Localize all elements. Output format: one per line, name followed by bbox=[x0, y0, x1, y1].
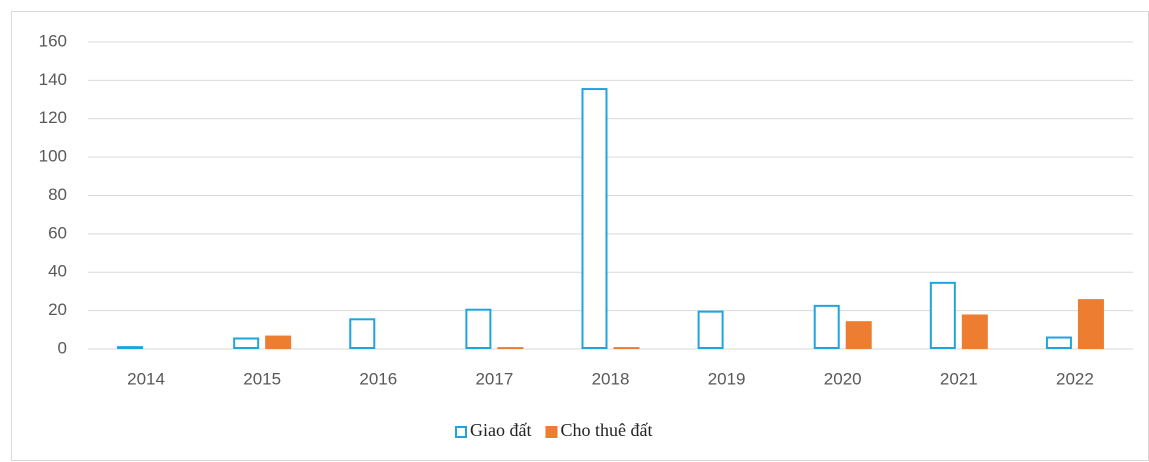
bar bbox=[613, 347, 640, 349]
y-tick-label: 120 bbox=[39, 108, 67, 127]
chart-border bbox=[11, 11, 1149, 461]
y-tick-label: 160 bbox=[39, 31, 67, 50]
x-tick-label: 2016 bbox=[359, 369, 397, 388]
x-tick-label: 2018 bbox=[592, 369, 630, 388]
bar bbox=[581, 88, 608, 350]
bar bbox=[1077, 299, 1104, 349]
legend-label: Giao đất bbox=[470, 420, 531, 440]
bar bbox=[117, 346, 144, 350]
bar bbox=[929, 281, 956, 349]
y-tick-label: 0 bbox=[58, 338, 67, 357]
bar bbox=[233, 337, 260, 349]
x-tick-label: 2015 bbox=[243, 369, 281, 388]
x-tick-label: 2021 bbox=[940, 369, 978, 388]
x-tick-label: 2022 bbox=[1056, 369, 1094, 388]
bar bbox=[1045, 336, 1072, 350]
bar bbox=[465, 308, 492, 349]
bar bbox=[845, 321, 872, 349]
bar bbox=[961, 314, 988, 349]
x-tick-label: 2017 bbox=[475, 369, 513, 388]
bar bbox=[813, 304, 840, 349]
y-tick-label: 140 bbox=[39, 70, 67, 89]
bar bbox=[265, 335, 292, 349]
x-tick-label: 2019 bbox=[708, 369, 746, 388]
x-tick-label: 2014 bbox=[127, 369, 165, 388]
y-tick-label: 80 bbox=[48, 185, 67, 204]
bar bbox=[697, 310, 724, 349]
bar bbox=[497, 347, 524, 349]
y-tick-label: 60 bbox=[48, 223, 67, 242]
legend-swatch bbox=[545, 426, 558, 438]
bar bbox=[349, 318, 376, 349]
y-tick-label: 40 bbox=[48, 262, 67, 281]
y-tick-label: 20 bbox=[48, 300, 67, 319]
y-tick-label: 100 bbox=[39, 147, 67, 166]
legend-swatch bbox=[455, 426, 467, 438]
x-tick-label: 2020 bbox=[824, 369, 862, 388]
legend-label: Cho thuê đất bbox=[560, 420, 652, 440]
